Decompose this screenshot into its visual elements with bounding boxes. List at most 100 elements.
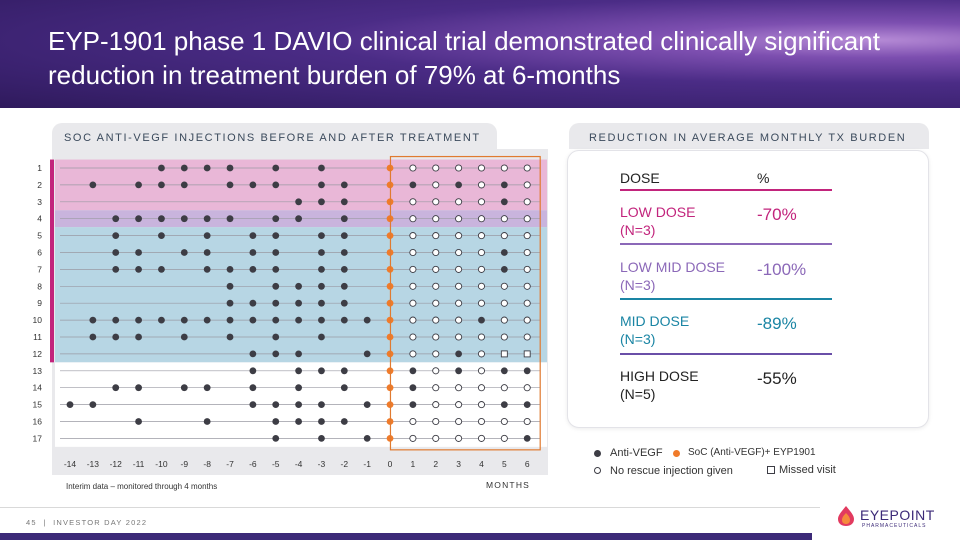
injection-dot: [272, 249, 280, 256]
injection-dot: [363, 435, 371, 442]
injection-dot: [295, 299, 302, 307]
no-rescue-circle: [523, 164, 531, 172]
patient-label: 3: [37, 197, 42, 207]
no-rescue-circle: [432, 164, 440, 172]
injection-dot: [500, 181, 508, 189]
no-rescue-circle: [455, 248, 463, 257]
injection-dot: [340, 384, 348, 392]
no-rescue-circle: [523, 417, 531, 426]
no-rescue-circle: [477, 248, 486, 257]
no-rescue-circle: [523, 198, 531, 206]
no-rescue-circle: [523, 181, 531, 189]
no-rescue-circle: [477, 215, 486, 223]
x-tick-label: 0: [388, 459, 393, 469]
patient-label: 8: [37, 281, 42, 291]
no-rescue-circle: [477, 282, 486, 290]
dose-table-card: DOSE % LOW DOSE (N=3) -70% LOW MID DOSE (N…: [567, 150, 929, 428]
patient-label: 16: [33, 417, 43, 427]
injection-dot: [272, 232, 280, 240]
no-rescue-circle: [409, 198, 417, 206]
missed-visit-square: [523, 350, 531, 358]
injection-dot: [523, 435, 531, 442]
logo-name: EYEPOINT: [860, 507, 935, 523]
injection-dot: [318, 198, 325, 206]
header-band: [0, 0, 960, 108]
injection-dot: [295, 367, 302, 375]
injection-dot: [478, 316, 485, 324]
divider-1: [620, 243, 832, 245]
injection-dot: [203, 215, 211, 223]
injection-dot: [318, 282, 325, 290]
no-rescue-circle: [477, 299, 486, 307]
no-rescue-circle: [523, 215, 531, 223]
x-tick-label: 4: [479, 459, 484, 469]
injection-dot: [112, 333, 120, 341]
no-rescue-circle: [409, 417, 417, 426]
patient-label: 2: [37, 180, 42, 190]
no-rescue-circle: [409, 265, 417, 273]
injection-dot: [295, 215, 302, 223]
injection-dot: [318, 418, 325, 425]
eyepoint-logo-icon: [838, 506, 854, 526]
patient-label: 9: [37, 298, 42, 308]
no-rescue-circle: [500, 232, 508, 240]
injection-dot: [363, 350, 371, 358]
injection-dot: [340, 215, 348, 223]
low-mid-dose-value: -100%: [757, 260, 807, 279]
injection-dot: [523, 401, 531, 408]
anti-vegf-legend-label: Anti-VEGF: [610, 447, 663, 459]
injection-dot: [158, 266, 165, 273]
injection-dot: [340, 266, 348, 273]
x-tick-label: -12: [110, 459, 123, 469]
injection-dot: [226, 266, 234, 273]
x-axis-label: MONTHS: [486, 480, 531, 490]
no-rescue-circle: [523, 316, 531, 324]
left-panel-title: SOC ANTI-VEGF INJECTIONS BEFORE AND AFTE…: [52, 123, 497, 149]
injection-dot: [295, 401, 302, 408]
injection-dot: [249, 384, 257, 392]
injection-dot: [500, 367, 508, 375]
injection-dot: [272, 401, 280, 408]
injection-dot: [340, 299, 348, 307]
injection-dot: [363, 316, 371, 324]
injection-dot: [295, 316, 302, 324]
x-tick-label: -7: [226, 459, 234, 469]
injection-dot: [89, 316, 97, 324]
right-panel-title: REDUCTION IN AVERAGE MONTHLY TX BURDEN: [569, 123, 929, 149]
patient-label: 13: [33, 366, 43, 376]
no-rescue-circle: [477, 232, 486, 240]
injection-dot: [112, 316, 120, 324]
post-treatment-box: [389, 155, 541, 451]
x-tick-label: -6: [249, 459, 257, 469]
injection-dot: [455, 350, 463, 358]
injection-dot: [180, 384, 188, 392]
injection-dot: [318, 266, 325, 273]
x-tick-label: -4: [295, 459, 303, 469]
patient-label: 7: [37, 264, 42, 274]
injection-dot: [295, 384, 302, 392]
injection-dot: [135, 181, 142, 189]
event-name: INVESTOR DAY 2022: [53, 518, 148, 527]
no-rescue-circle: [477, 434, 486, 442]
injection-dot: [203, 249, 211, 256]
high-dose-value: -55%: [757, 369, 797, 388]
footer: 45 | INVESTOR DAY 2022: [26, 518, 148, 527]
injection-dot: [203, 232, 211, 240]
no-rescue-circle: [500, 215, 508, 223]
logo-subtitle: PHARMACEUTICALS: [862, 523, 927, 529]
no-rescue-circle: [432, 282, 440, 290]
injection-dot: [295, 282, 302, 290]
no-rescue-circle: [409, 350, 417, 358]
injection-dot: [112, 215, 120, 223]
no-rescue-circle: [477, 417, 486, 426]
injection-dot: [340, 232, 348, 240]
high-dose-label: HIGH DOSE (N=5): [620, 368, 699, 402]
anti-vegf-legend-dot: [594, 450, 601, 457]
injection-dot: [249, 232, 257, 240]
dose-band-mid: [55, 227, 547, 363]
no-rescue-circle: [477, 333, 486, 341]
missed-visit-square: [500, 350, 508, 358]
no-rescue-circle: [409, 434, 417, 442]
injection-dot: [158, 164, 165, 172]
